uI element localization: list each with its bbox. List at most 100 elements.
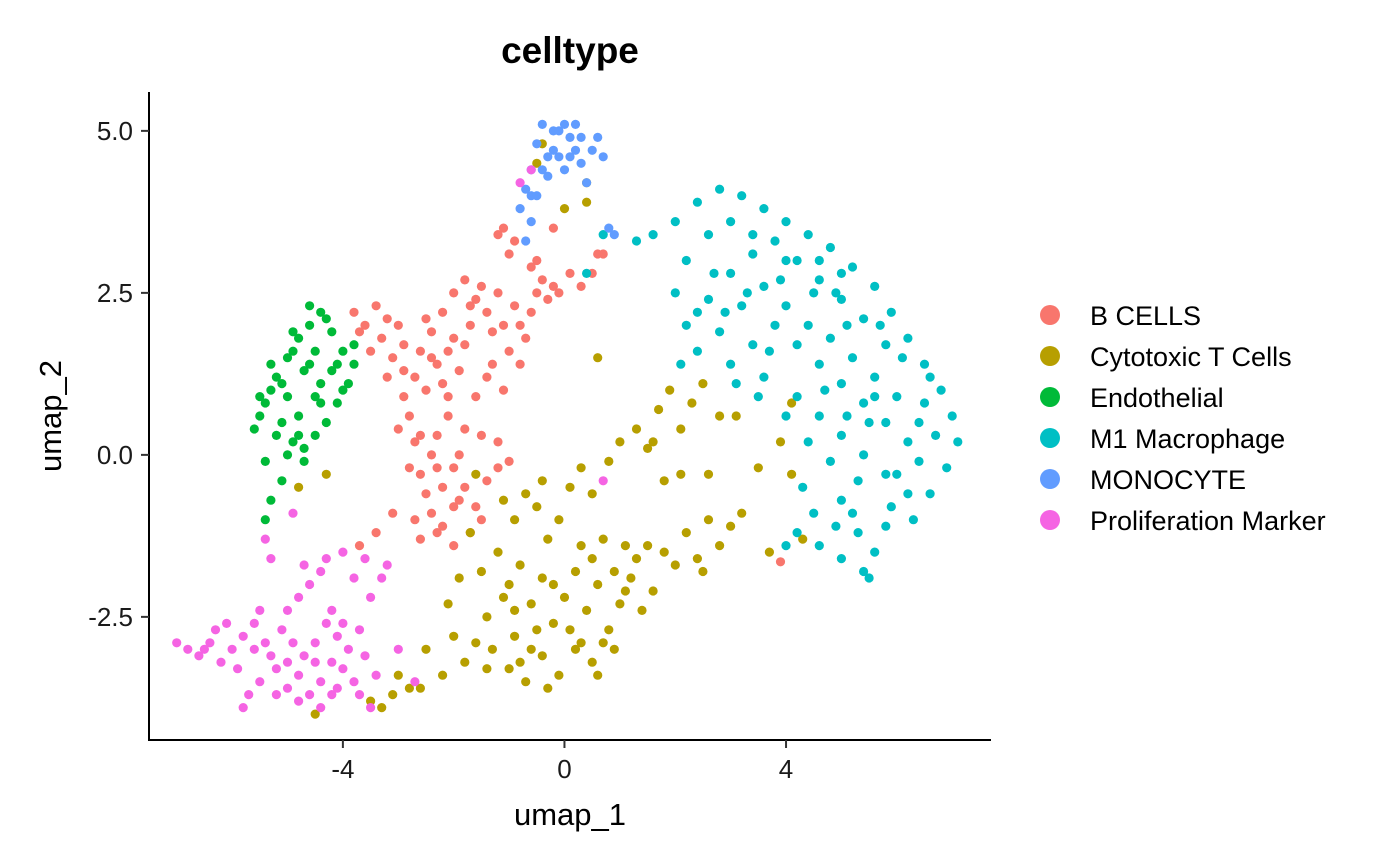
data-point	[377, 703, 387, 713]
data-point	[282, 683, 293, 693]
data-point	[681, 528, 691, 538]
data-point	[282, 392, 293, 402]
data-point	[349, 307, 359, 317]
data-point	[288, 327, 298, 337]
data-point	[521, 489, 531, 499]
data-point	[349, 677, 359, 687]
data-point	[338, 618, 348, 629]
data-point	[244, 690, 254, 700]
data-point	[537, 275, 547, 285]
data-point	[288, 508, 298, 518]
data-point	[748, 230, 758, 240]
data-point	[881, 521, 891, 531]
data-point	[249, 644, 259, 654]
data-point	[836, 379, 847, 389]
data-point	[537, 165, 547, 175]
data-point	[438, 379, 448, 389]
y-tick-label: -2.5	[88, 602, 133, 632]
data-point	[321, 417, 331, 428]
data-point	[643, 443, 653, 453]
data-point	[659, 547, 669, 557]
data-point	[476, 281, 486, 291]
data-point	[521, 236, 531, 246]
data-point	[648, 586, 658, 596]
data-point	[460, 424, 470, 434]
data-point	[515, 204, 525, 214]
data-point	[421, 644, 431, 654]
data-point	[548, 618, 559, 629]
data-point	[426, 508, 437, 518]
data-point	[925, 489, 935, 499]
data-point	[260, 638, 270, 648]
series-4	[515, 119, 619, 246]
data-point	[576, 463, 586, 473]
data-point	[792, 255, 802, 266]
legend-key	[1040, 428, 1060, 448]
data-point	[543, 683, 553, 693]
data-point	[521, 333, 531, 343]
data-point	[393, 670, 403, 680]
data-point	[842, 411, 852, 421]
data-point	[598, 230, 608, 240]
data-point	[482, 307, 492, 317]
data-point	[598, 249, 608, 259]
data-point	[831, 288, 841, 298]
data-point	[604, 223, 614, 233]
data-point	[609, 230, 619, 240]
data-point	[332, 683, 342, 693]
data-point	[305, 301, 315, 311]
data-point	[471, 638, 481, 648]
data-point	[881, 469, 891, 479]
data-point	[504, 249, 514, 259]
data-point	[825, 456, 836, 466]
data-point	[271, 690, 281, 700]
data-point	[532, 255, 542, 266]
data-point	[388, 508, 398, 518]
data-point	[282, 657, 293, 667]
data-point	[670, 217, 680, 227]
data-point	[781, 217, 791, 227]
data-point	[670, 560, 680, 570]
data-point	[543, 171, 553, 181]
legend-label: Endothelial	[1090, 383, 1224, 413]
legend-key	[1040, 305, 1060, 325]
data-point	[764, 547, 775, 557]
data-point	[310, 346, 320, 356]
data-point	[903, 333, 913, 343]
data-point	[759, 372, 769, 382]
data-point	[504, 456, 514, 466]
data-point	[382, 560, 392, 570]
data-point	[775, 557, 786, 567]
data-point	[787, 398, 797, 408]
data-point	[604, 456, 614, 466]
data-point	[648, 230, 658, 240]
data-point	[332, 398, 342, 408]
data-point	[631, 554, 642, 564]
data-point	[626, 573, 636, 583]
data-point	[415, 534, 425, 544]
data-point	[759, 204, 769, 214]
data-point	[449, 502, 459, 512]
data-point	[859, 314, 869, 324]
data-point	[294, 430, 304, 440]
data-point	[316, 566, 326, 577]
data-point	[377, 573, 387, 583]
data-point	[410, 437, 420, 447]
data-point	[260, 515, 270, 525]
data-point	[593, 353, 603, 363]
data-point	[332, 631, 342, 641]
data-point	[316, 307, 326, 317]
data-point	[294, 696, 304, 706]
data-point	[266, 385, 276, 395]
data-point	[366, 346, 376, 356]
data-point	[316, 703, 326, 713]
data-point	[537, 651, 547, 661]
data-point	[659, 476, 669, 486]
data-point	[410, 515, 420, 525]
data-point	[271, 430, 281, 440]
data-point	[554, 288, 564, 298]
data-point	[404, 683, 414, 693]
data-point	[809, 508, 819, 518]
y-tick-label: 5.0	[97, 116, 133, 146]
data-point	[216, 657, 226, 667]
